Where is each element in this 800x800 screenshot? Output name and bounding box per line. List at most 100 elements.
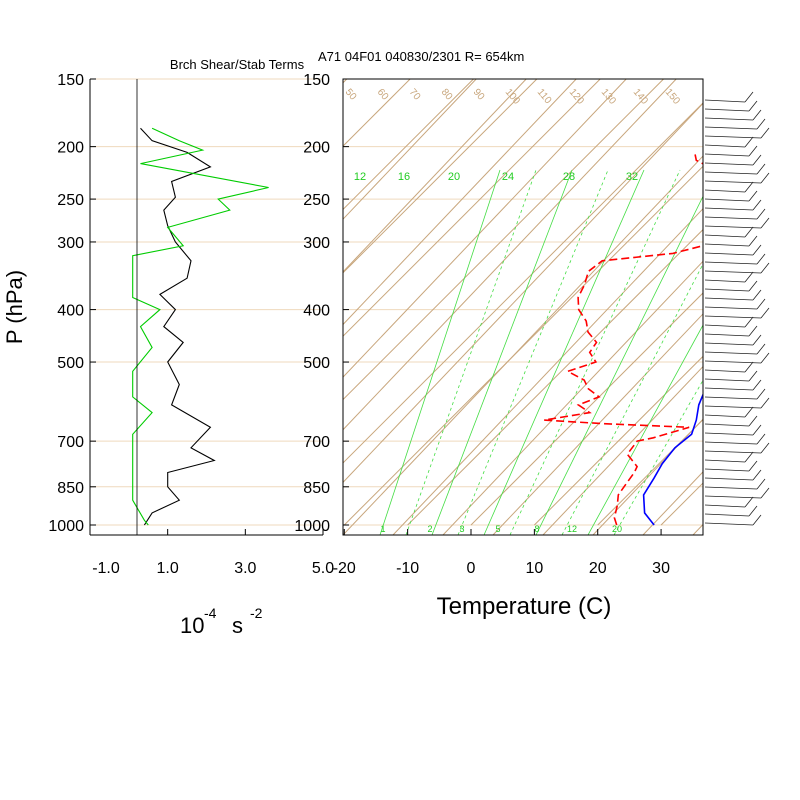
isobar-gridlines bbox=[90, 78, 703, 526]
adiabat-line bbox=[343, 155, 703, 535]
adiabat-line bbox=[343, 79, 677, 431]
wind-barb-flag bbox=[752, 424, 762, 436]
wind-barb-flag bbox=[752, 514, 762, 526]
skewt-pressure-tick-label: 250 bbox=[303, 192, 330, 209]
wind-barb-flag bbox=[760, 217, 770, 229]
wind-barb-flag bbox=[760, 487, 770, 499]
wind-barb-flag bbox=[756, 118, 766, 130]
wind-barb-flag bbox=[744, 91, 754, 103]
adiabat-label: 50 bbox=[343, 87, 359, 103]
units-base: 10 bbox=[180, 613, 204, 638]
wind-barb bbox=[704, 495, 762, 499]
wind-barb-flag bbox=[752, 289, 762, 301]
wind-barb bbox=[704, 477, 754, 481]
wind-barb bbox=[704, 387, 754, 391]
wind-barb-flag bbox=[756, 208, 766, 220]
skewt-x-tick-label: -10 bbox=[396, 560, 419, 577]
wind-barb-flag bbox=[752, 379, 762, 391]
wind-barb bbox=[704, 360, 762, 364]
adiabat-label: 90 bbox=[471, 87, 487, 103]
mixing-ratio-line bbox=[509, 169, 681, 535]
skewt-pressure-tick-label: 300 bbox=[303, 235, 330, 252]
wind-barb-flag bbox=[760, 172, 770, 184]
wind-barb bbox=[704, 351, 758, 355]
wind-barb bbox=[704, 522, 754, 526]
units-seconds: s bbox=[232, 613, 243, 638]
skewt-pressure-tick-label: 1000 bbox=[294, 518, 330, 535]
mixing-ratio-bottom-label: 2 bbox=[427, 524, 432, 534]
wind-barb-flag bbox=[760, 397, 770, 409]
adiabat-line bbox=[343, 102, 703, 484]
mixing-ratio-label: 28 bbox=[563, 171, 575, 183]
isotherm-line bbox=[343, 79, 664, 401]
wind-barb-flag bbox=[760, 352, 770, 364]
wind-barb bbox=[704, 450, 762, 454]
wind-barb bbox=[704, 432, 754, 436]
mixing-ratio-bottom-label: 8 bbox=[534, 524, 539, 534]
wind-barb bbox=[704, 441, 758, 445]
wind-barb bbox=[704, 99, 746, 103]
wind-barb bbox=[704, 207, 754, 211]
left-pressure-tick-label: 200 bbox=[57, 140, 84, 157]
adiabat-line bbox=[442, 260, 703, 535]
skewt-pressure-tick-label: 500 bbox=[303, 355, 330, 372]
adiabat-line bbox=[642, 471, 703, 535]
adiabat-label: 100 bbox=[503, 87, 522, 107]
mixing-ratio-line bbox=[431, 169, 573, 535]
adiabat-line bbox=[592, 418, 703, 535]
skewt-x-tick-label: -20 bbox=[333, 560, 356, 577]
isotherm-line bbox=[407, 228, 703, 526]
isotherm-line bbox=[343, 165, 703, 526]
wind-barb-flag bbox=[744, 361, 754, 373]
wind-barb-flag bbox=[752, 469, 762, 481]
wind-barb-flag bbox=[756, 253, 766, 265]
wind-barb bbox=[704, 486, 758, 490]
mixing-ratio-bottom-label: 1 bbox=[380, 524, 385, 534]
left-pressure-tick-label: 300 bbox=[57, 235, 84, 252]
mixing-ratio-line bbox=[535, 195, 703, 535]
mixing-ratio-label: 32 bbox=[626, 171, 638, 183]
wind-barb bbox=[704, 459, 746, 463]
units-exponent: -4 bbox=[204, 605, 217, 621]
wind-barb-flag bbox=[752, 199, 762, 211]
wind-barb bbox=[704, 288, 750, 292]
wind-barb bbox=[704, 297, 754, 301]
wind-barb bbox=[704, 405, 762, 409]
wind-barb bbox=[704, 279, 746, 283]
isotherm-line bbox=[0, 79, 220, 525]
wind-barb bbox=[704, 135, 762, 139]
left-panel-series bbox=[132, 127, 269, 526]
skewt-pressure-tick-label: 150 bbox=[303, 72, 330, 89]
wind-barb bbox=[704, 189, 746, 193]
wind-barb-flag bbox=[748, 415, 758, 427]
isotherm-line bbox=[343, 79, 538, 274]
wind-barb-flag bbox=[744, 271, 754, 283]
isotherm-line bbox=[343, 102, 703, 464]
adiabat-label: 110 bbox=[535, 87, 554, 107]
wind-barb bbox=[704, 198, 750, 202]
mixing-ratio-line bbox=[405, 169, 537, 535]
adiabat-label: 140 bbox=[631, 87, 650, 107]
wind-barb bbox=[704, 216, 758, 220]
wind-barb bbox=[704, 261, 758, 265]
mixing-ratio-label: 12 bbox=[354, 171, 366, 183]
skewt-x-tick-label: 30 bbox=[652, 560, 670, 577]
adiabat-line bbox=[793, 79, 800, 535]
wind-barbs bbox=[704, 91, 770, 526]
mixing-ratio-bottom-label: 20 bbox=[612, 524, 622, 534]
wind-barb-flag bbox=[744, 316, 754, 328]
mixing-ratio-label: 16 bbox=[398, 171, 410, 183]
wind-barb-flag bbox=[748, 325, 758, 337]
skewt-pressure-tick-label: 700 bbox=[303, 434, 330, 451]
left-pressure-tick-label: 150 bbox=[57, 72, 84, 89]
wind-barb-flag bbox=[744, 136, 754, 148]
wind-barb bbox=[704, 162, 754, 166]
wind-barb bbox=[704, 108, 750, 112]
wind-barb-flag bbox=[744, 226, 754, 238]
left-pressure-tick-label: 250 bbox=[57, 192, 84, 209]
adiabat-line bbox=[343, 79, 477, 220]
mixing-ratio-line bbox=[561, 263, 703, 535]
isotherm-line bbox=[470, 292, 703, 526]
